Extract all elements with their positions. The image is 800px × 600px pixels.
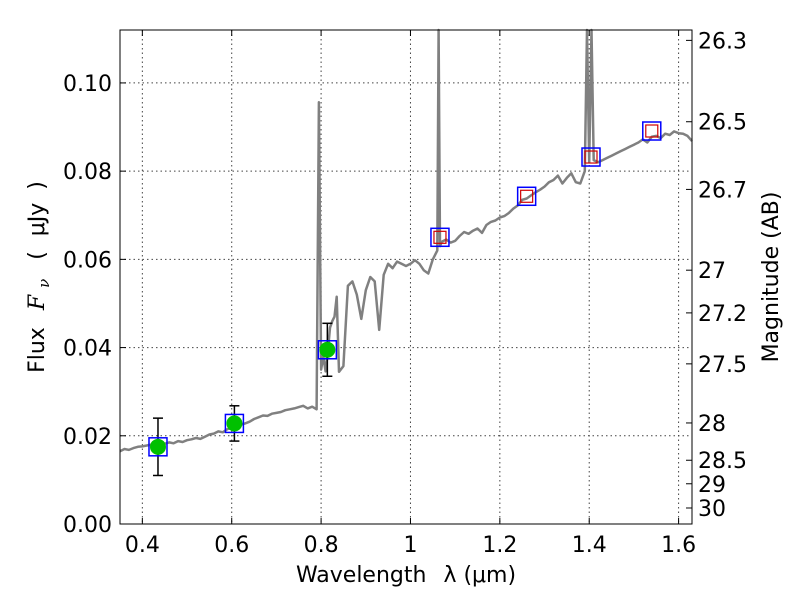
y2-tick-label: 27.5 — [698, 353, 747, 378]
y2-tick-label: 26.3 — [698, 29, 747, 54]
y2-tick-label: 26.5 — [698, 111, 747, 136]
y2-axis-label: Magnitude (AB) — [759, 192, 784, 363]
upper-limit-box — [520, 189, 534, 203]
measured-flux-point — [149, 438, 166, 455]
model-flux-box — [430, 227, 450, 248]
x-tick-label: 1.2 — [482, 533, 517, 558]
y-axis-label-symbol: F — [25, 294, 50, 311]
x-axis-label-symbol: λ (μm) — [443, 563, 516, 588]
upper-limit-box — [645, 124, 659, 138]
y-axis-label-subscript: ν — [35, 279, 53, 288]
spectrum-layer — [119, 28, 693, 453]
model-flux-box — [317, 340, 338, 360]
x-tick-label: 0.4 — [125, 533, 160, 558]
y-axis-label: Flux F ν ( μJy ) — [25, 181, 55, 373]
y2-tick-label: 28.5 — [698, 449, 747, 474]
x-axis-label-text: Wavelength — [296, 563, 427, 588]
y-axis-label-paren-close: ) — [25, 181, 50, 190]
y-tick-label: 0.02 — [63, 425, 112, 450]
x-tick-label: 1.6 — [661, 533, 696, 558]
x-axis-label: Wavelength λ (μm) — [296, 563, 516, 588]
y2-tick-label: 27.2 — [698, 302, 747, 327]
y2-tick-label: 27 — [698, 259, 726, 284]
model-flux-box — [148, 437, 168, 457]
x-tick-label: 1.4 — [572, 533, 607, 558]
y2-tick-label: 30 — [698, 497, 726, 522]
y-axis-label-text: Flux — [25, 327, 50, 373]
model-flux-box — [516, 186, 537, 207]
model-flux-box — [642, 121, 662, 141]
measured-flux-point — [226, 415, 243, 432]
y-axis-label-unit: μJy — [25, 203, 50, 237]
y-tick-label: 0.10 — [63, 72, 112, 97]
photometry-points — [148, 121, 662, 477]
x-tick-label: 1 — [403, 533, 417, 558]
model-flux-box — [224, 413, 245, 434]
x-tick-label: 0.8 — [304, 533, 339, 558]
grid-lines — [120, 30, 692, 525]
y2-tick-label: 29 — [698, 473, 726, 498]
upper-limit-box — [584, 150, 598, 164]
spectrum-line — [119, 28, 693, 453]
y-axis-label-paren-open: ( — [25, 251, 50, 260]
y-tick-label: 0.00 — [63, 513, 112, 538]
model-flux-box — [581, 147, 601, 167]
axis-ticks: 0.4 0.6 0.8 1 1.2 1.4 1.6 0.00 0.02 0.04 0.06 0.08 0… — [63, 29, 747, 558]
y-tick-label: 0.04 — [63, 337, 112, 362]
upper-limit-box — [433, 230, 447, 244]
x-tick-label: 0.6 — [214, 533, 249, 558]
y2-tick-label: 28 — [698, 412, 726, 437]
plot-frame — [119, 29, 693, 525]
measured-flux-point — [319, 341, 336, 358]
y2-tick-label: 26.7 — [698, 178, 747, 203]
y-tick-label: 0.06 — [63, 248, 112, 273]
y-tick-label: 0.08 — [63, 160, 112, 185]
